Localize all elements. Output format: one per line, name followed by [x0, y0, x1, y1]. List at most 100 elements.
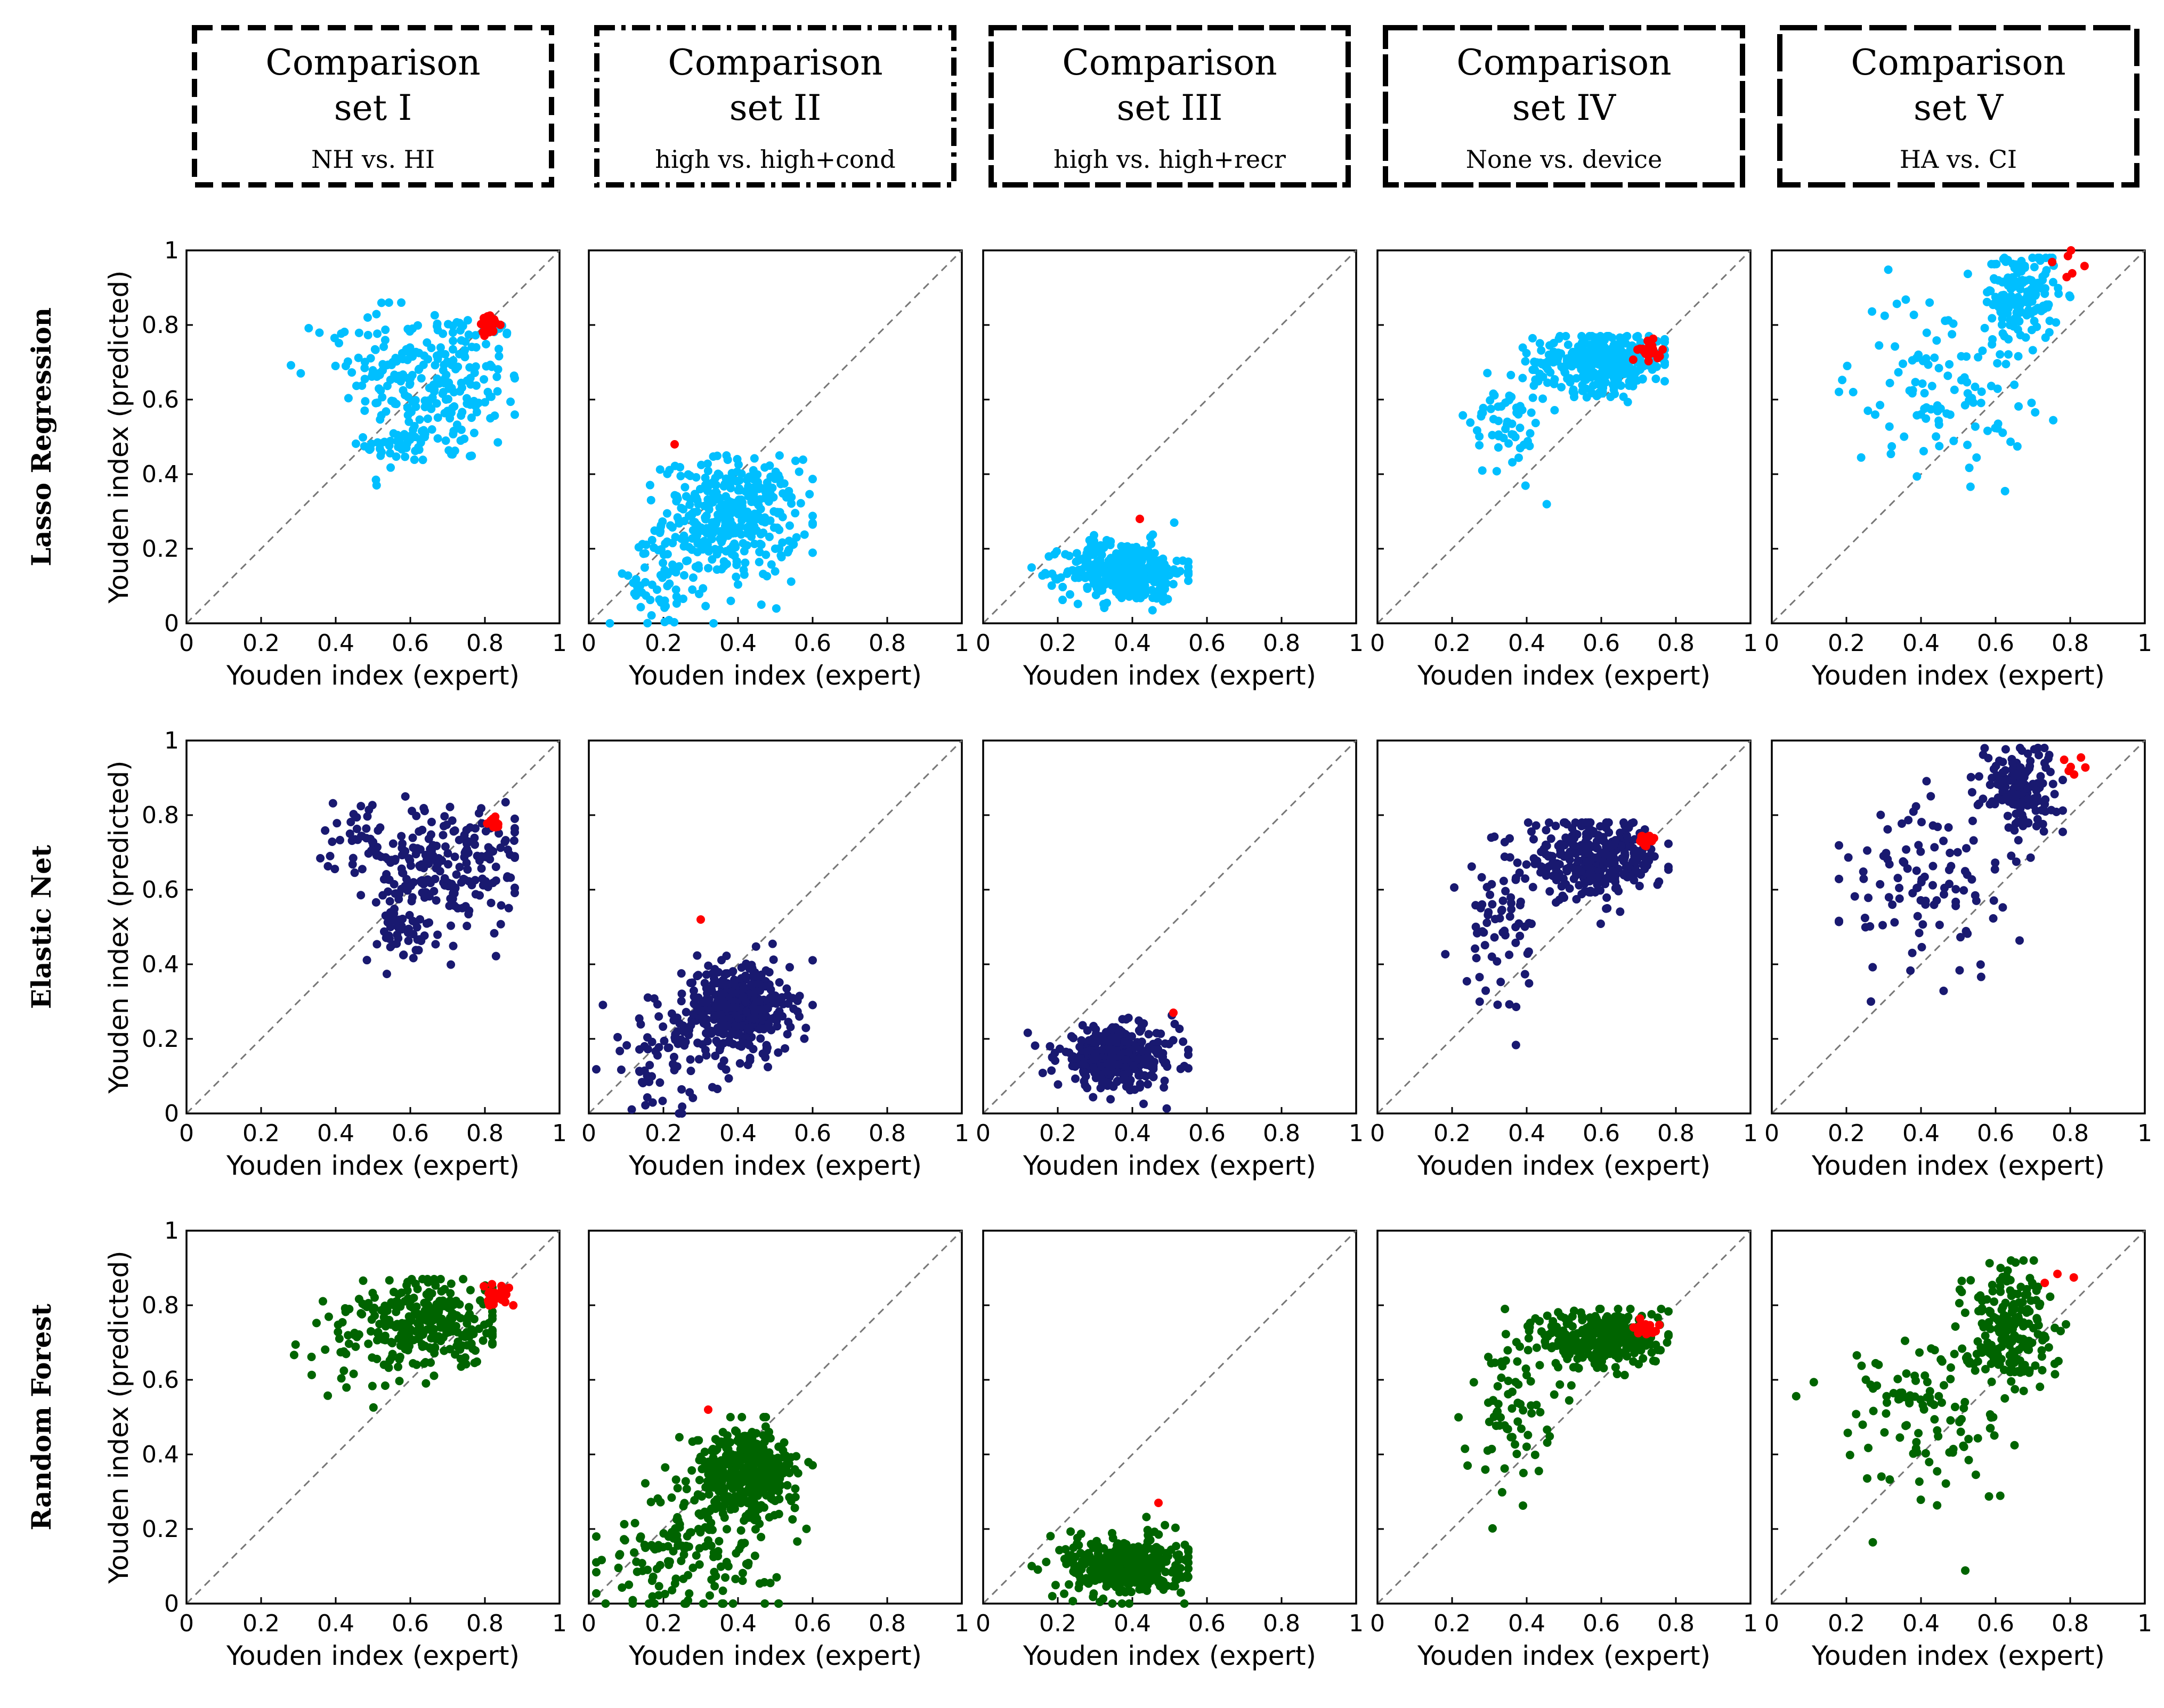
- data-point: [759, 1413, 768, 1421]
- data-point: [1949, 319, 1958, 328]
- data-point: [1968, 816, 1977, 825]
- data-point: [386, 463, 395, 472]
- data-point: [1512, 1003, 1521, 1012]
- data-point: [1922, 777, 1931, 786]
- data-point: [1602, 874, 1611, 883]
- data-point: [482, 339, 491, 348]
- data-point: [482, 362, 491, 371]
- data-point: [479, 1336, 488, 1345]
- data-point: [1505, 834, 1514, 843]
- data-point: [356, 802, 366, 811]
- data-point: [1139, 1099, 1148, 1108]
- data-point: [755, 997, 764, 1006]
- data-point: [1582, 857, 1591, 866]
- data-point: [718, 1599, 727, 1608]
- data-point: [1925, 298, 1934, 307]
- data-point: [1957, 352, 1966, 361]
- data-point: [426, 844, 435, 853]
- data-point: [687, 545, 696, 554]
- data-point: [358, 865, 367, 874]
- data-point: [382, 407, 391, 416]
- data-point: [312, 1319, 321, 1328]
- data-point: [481, 398, 490, 407]
- data-point: [402, 443, 411, 452]
- data-point: [1106, 571, 1115, 580]
- data-point: [706, 1507, 715, 1516]
- data-point: [395, 1355, 404, 1364]
- data-point: [368, 1381, 377, 1390]
- data-point: [1127, 1032, 1136, 1041]
- data-point: [618, 569, 627, 578]
- data-point: [1096, 586, 1105, 595]
- data-point: [2003, 811, 2012, 820]
- data-point: [1908, 948, 1917, 957]
- data-point: [760, 513, 769, 522]
- x-tick-label: 1: [1743, 630, 1758, 657]
- data-point: [1529, 854, 1538, 863]
- data-point: [786, 1022, 795, 1031]
- data-point: [351, 439, 360, 448]
- data-point: [2041, 795, 2050, 804]
- data-point: [1990, 800, 1999, 809]
- data-point: [775, 1474, 784, 1483]
- data-point: [493, 438, 502, 447]
- data-point: [758, 1444, 767, 1453]
- data-point: [1509, 430, 1518, 439]
- data-point: [763, 572, 772, 581]
- data-point: [1526, 429, 1535, 438]
- data-point: [663, 1557, 672, 1566]
- data-point: [1505, 950, 1514, 959]
- data-point: [1558, 891, 1567, 900]
- data-point: [1963, 870, 1972, 879]
- data-point: [395, 924, 404, 933]
- data-point: [701, 601, 710, 611]
- x-tick-label: 0.6: [1583, 630, 1620, 657]
- data-point: [420, 893, 429, 902]
- data-point: [1067, 1032, 1076, 1041]
- data-point: [622, 1041, 631, 1050]
- data-point: [679, 1550, 688, 1559]
- data-point: [2021, 333, 2030, 342]
- data-point: [342, 1383, 351, 1392]
- data-point: [1912, 866, 1921, 875]
- data-point: [636, 1020, 645, 1029]
- data-point: [688, 1563, 698, 1572]
- data-point: [1943, 371, 1952, 380]
- data-point: [808, 520, 817, 529]
- data-point: [1908, 386, 1917, 395]
- data-point: [724, 524, 733, 533]
- data-point: [688, 978, 697, 987]
- data-point: [1087, 547, 1096, 556]
- x-tick-label: 0.6: [1188, 1120, 1226, 1147]
- data-point: [1976, 398, 1985, 408]
- data-point: [472, 408, 481, 417]
- data-point: [1520, 970, 1529, 979]
- data-point: [688, 585, 697, 594]
- data-point: [1102, 535, 1111, 544]
- data-point: [2039, 302, 2048, 311]
- data-point: [750, 1499, 759, 1508]
- data-point: [506, 873, 515, 882]
- data-point: [1511, 923, 1520, 932]
- y-tick-label: 0.8: [142, 1292, 179, 1319]
- data-point: [2002, 790, 2011, 799]
- data-point: [717, 536, 726, 545]
- identity-line: [1771, 249, 2146, 624]
- data-point: [723, 1446, 732, 1455]
- data-point: [450, 826, 459, 835]
- data-point: [497, 901, 506, 910]
- data-point: [1098, 1032, 1107, 1042]
- data-point: [439, 831, 448, 840]
- data-point: [1850, 892, 1859, 901]
- data-point: [659, 558, 668, 567]
- data-point: [769, 955, 778, 964]
- data-point: [1055, 1546, 1064, 1555]
- data-point: [1628, 857, 1638, 866]
- data-point: [1501, 398, 1510, 407]
- data-point: [450, 402, 459, 411]
- data-point: [1989, 914, 1998, 923]
- data-point: [766, 1484, 775, 1493]
- data-point: [493, 365, 502, 374]
